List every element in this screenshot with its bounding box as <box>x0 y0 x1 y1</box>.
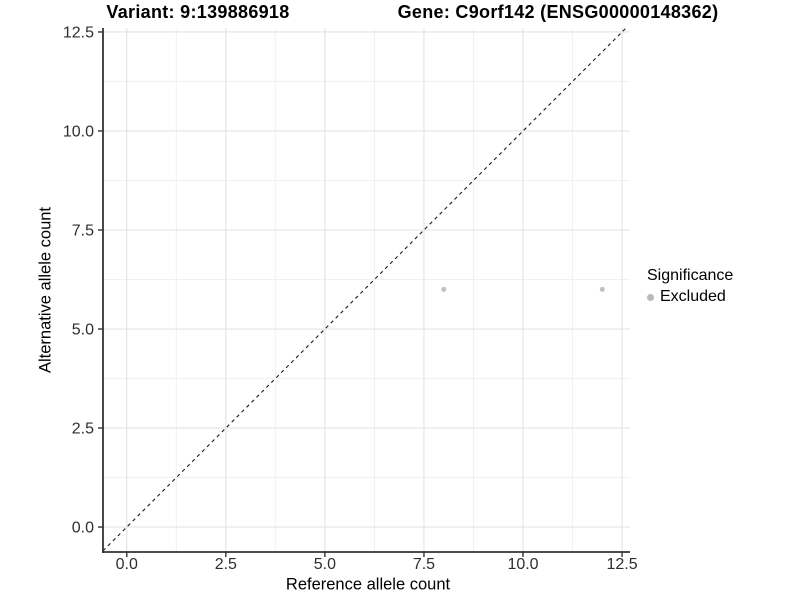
x-axis-tick-label: 0.0 <box>116 556 138 573</box>
data-point <box>441 286 447 292</box>
y-axis-tick-label: 7.5 <box>72 222 94 239</box>
legend-item-excluded: Excluded <box>647 288 733 306</box>
legend-point-icon <box>647 293 654 301</box>
y-axis-tick-label: 0.0 <box>72 520 94 537</box>
y-axis-tick-label: 10.0 <box>63 123 94 140</box>
x-axis-tick-label: 5.0 <box>314 556 336 573</box>
legend-item-label: Excluded <box>660 288 726 305</box>
y-axis-tick-label: 12.5 <box>63 24 94 41</box>
plot-title-variant: Variant: 9:139886918 <box>106 2 290 22</box>
x-axis-tick-label: 7.5 <box>413 556 435 573</box>
plot-title-gene: Gene: C9orf142 (ENSG00000148362) <box>397 2 719 22</box>
y-axis-title: Alternative allele count <box>36 206 55 374</box>
data-point <box>599 286 605 292</box>
legend-title: Significance <box>647 267 734 284</box>
y-axis-tick-label: 5.0 <box>72 322 94 339</box>
y-axis-tick-label: 2.5 <box>72 421 94 438</box>
x-axis-title: Reference allele count <box>285 575 451 594</box>
x-axis-tick-label: 12.5 <box>607 556 638 573</box>
x-axis-tick-label: 10.0 <box>507 556 538 573</box>
identity-line <box>102 27 627 552</box>
legend: Significance Excluded <box>647 267 733 306</box>
x-axis-tick-label: 2.5 <box>215 556 237 573</box>
